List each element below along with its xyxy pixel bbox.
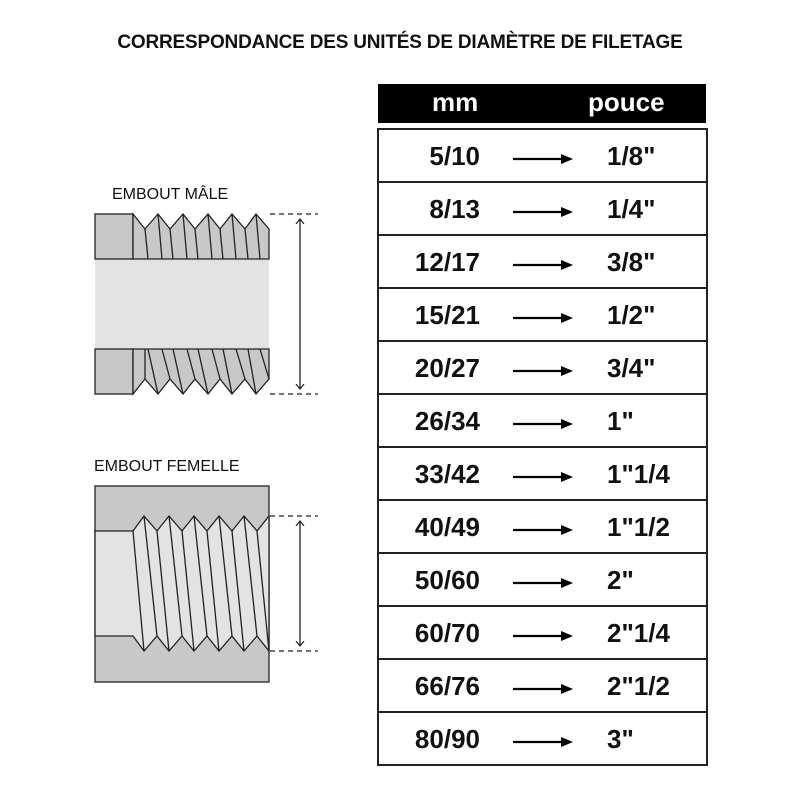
header-pouce: pouce [588,87,665,117]
pouce-value: 1/4" [607,194,656,224]
mm-value: 12/17 [414,247,480,277]
mm-value: 40/49 [414,512,480,542]
arrow-right-icon [513,207,573,217]
arrow-right-icon [513,366,573,376]
pouce-value: 1" [607,406,634,436]
mm-value: 5/10 [429,141,480,171]
male-fitting-label: EMBOUT MÂLE [112,186,229,203]
arrow-right-icon [513,684,573,694]
mm-value: 60/70 [414,618,480,648]
arrow-right-icon [513,525,573,535]
table-row: 60/70 2"1/4 [379,605,706,658]
table-row: 8/13 1/4" [379,181,706,234]
male-fitting-drawing [94,212,318,396]
table-row: 40/49 1"1/2 [379,499,706,552]
table-row: 5/10 1/8" [379,130,706,181]
arrow-right-icon [513,313,573,323]
pouce-value: 3" [607,724,634,754]
mm-value: 50/60 [414,565,480,595]
mm-value: 66/76 [414,671,480,701]
table-row: 50/60 2" [379,552,706,605]
female-fitting-drawing [94,485,318,683]
arrow-right-icon [513,419,573,429]
pouce-value: 1/2" [607,300,656,330]
table-row: 26/34 1" [379,393,706,446]
mm-value: 15/21 [414,300,480,330]
table-row: 80/90 3" [379,711,706,764]
table-row: 20/27 3/4" [379,340,706,393]
page-title: CORRESPONDANCE DES UNITÉS DE DIAMÈTRE DE… [117,32,683,53]
pouce-value: 3/8" [607,247,656,277]
table-row: 15/21 1/2" [379,287,706,340]
arrow-right-icon [513,631,573,641]
arrow-right-icon [513,154,573,164]
mm-value: 8/13 [429,194,480,224]
pouce-value: 2"1/4 [607,618,670,648]
mm-value: 26/34 [414,406,480,436]
table-header: mm pouce [378,84,706,123]
pouce-value: 1"1/2 [607,512,670,542]
conversion-table: 5/10 1/8" 8/13 1/4" 12/17 3/8" 15/21 1/2" 20/27 3… [377,128,708,766]
arrow-right-icon [513,737,573,747]
mm-value: 33/42 [414,459,480,489]
pouce-value: 3/4" [607,353,656,383]
pouce-value: 1/8" [607,141,656,171]
mm-value: 80/90 [414,724,480,754]
table-row: 12/17 3/8" [379,234,706,287]
female-fitting-label: EMBOUT FEMELLE [94,458,240,475]
mm-value: 20/27 [414,353,480,383]
header-mm: mm [432,87,479,117]
arrow-right-icon [513,472,573,482]
pouce-value: 2"1/2 [607,671,670,701]
arrow-right-icon [513,578,573,588]
pouce-value: 1"1/4 [607,459,670,489]
arrow-right-icon [513,260,573,270]
pouce-value: 2" [607,565,634,595]
table-row: 33/42 1"1/4 [379,446,706,499]
table-row: 66/76 2"1/2 [379,658,706,711]
